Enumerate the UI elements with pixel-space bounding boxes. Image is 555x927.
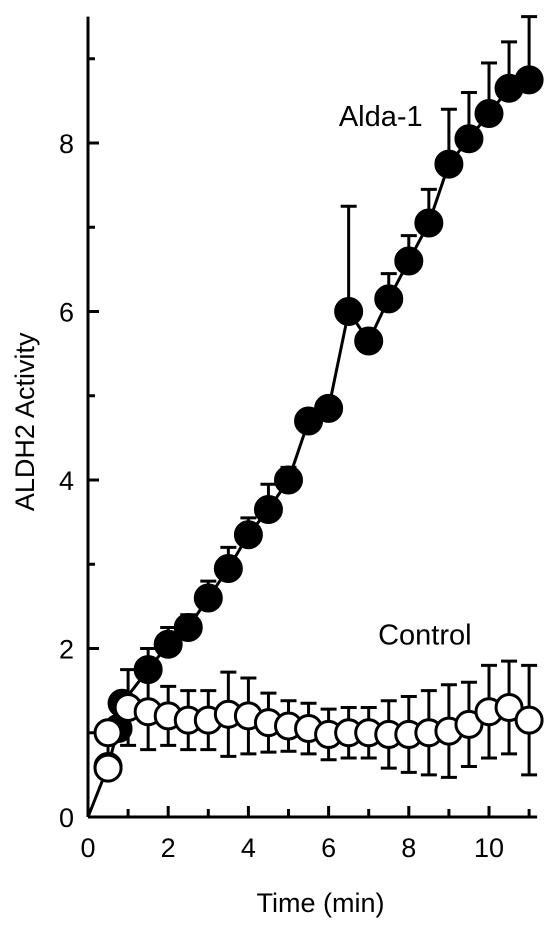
data-point (474, 99, 504, 129)
x-ticks: 0 2 4 6 8 10 (80, 806, 531, 863)
data-point (253, 494, 283, 524)
data-point (193, 583, 223, 613)
data-point (173, 612, 203, 642)
x-tick-label: 10 (474, 833, 504, 863)
data-point (514, 705, 544, 735)
data-point (354, 326, 384, 356)
series-alda-1 (86, 15, 544, 818)
x-tick-label: 4 (241, 833, 256, 863)
y-tick-label: 6 (59, 298, 74, 328)
series-annotation: Alda-1 (339, 101, 423, 133)
y-tick-label: 0 (59, 803, 74, 833)
x-tick-label: 6 (321, 833, 336, 863)
annotation-layer: Alda-1 Control (339, 101, 472, 651)
data-point (153, 629, 183, 659)
data-point (454, 124, 484, 154)
series-annotation: Control (378, 619, 472, 651)
x-tick-label: 8 (401, 833, 416, 863)
x-tick-label: 0 (80, 833, 95, 863)
y-tick-label: 2 (59, 635, 74, 665)
data-point (274, 465, 303, 495)
x-tick-label: 2 (161, 833, 176, 863)
series-layer (86, 15, 544, 818)
y-axis-label: ALDH2 Activity (10, 332, 40, 511)
data-point (93, 718, 123, 748)
y-tick-label: 4 (59, 466, 74, 496)
y-tick-label: 8 (59, 129, 74, 159)
y-ticks: 0 2 4 6 8 (59, 57, 99, 833)
data-point (233, 520, 263, 550)
data-point (213, 553, 243, 583)
data-point (374, 284, 404, 314)
axes: 0 2 4 6 8 0 2 4 6 8 10 (59, 16, 538, 863)
series-control (93, 659, 544, 783)
data-point (414, 208, 444, 238)
data-point (314, 393, 344, 423)
data-point (514, 65, 544, 95)
data-point (334, 297, 364, 326)
data-point (434, 149, 464, 179)
data-point (394, 246, 424, 276)
x-axis-label: Time (min) (257, 888, 385, 918)
data-point (93, 753, 123, 783)
